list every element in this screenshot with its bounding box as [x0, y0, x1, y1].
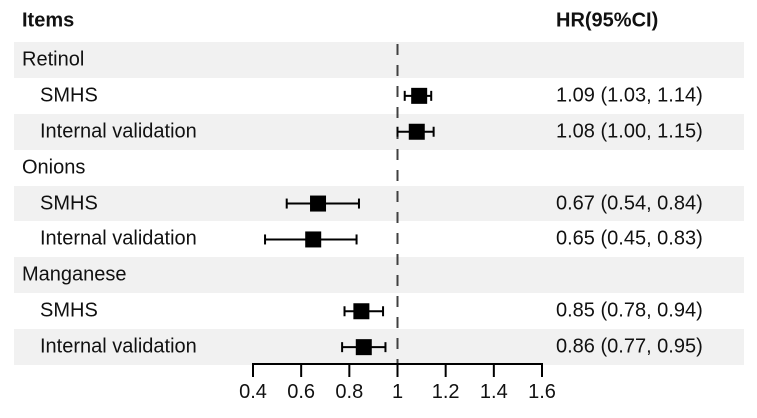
- forest-row-group: Retinol: [14, 42, 744, 78]
- row-label: Manganese: [22, 263, 127, 286]
- hr-ci-value: 1.08 (1.00, 1.15): [556, 120, 703, 143]
- x-axis-tick-label: 1: [392, 381, 403, 403]
- row-label: SMHS: [40, 84, 98, 107]
- forest-row-entry: Internal validation 1.08 (1.00, 1.15): [14, 113, 744, 150]
- hr-ci-value: 0.65 (0.45, 0.83): [556, 227, 703, 250]
- row-label: Internal validation: [40, 120, 197, 143]
- x-axis-tick-label: 0.8: [335, 381, 363, 403]
- row-label: SMHS: [40, 192, 98, 215]
- x-axis-tick-label: 1.2: [432, 381, 460, 403]
- x-axis-tick-label: 1.4: [480, 381, 508, 403]
- forest-row-group: Manganese: [14, 257, 744, 294]
- forest-row-entry: SMHS 1.09 (1.03, 1.14): [14, 78, 744, 114]
- hr-ci-value: 1.09 (1.03, 1.14): [556, 84, 703, 107]
- forest-row-group: Onions: [14, 150, 744, 186]
- row-label: SMHS: [40, 299, 98, 322]
- x-axis-tick-label: 1.6: [528, 381, 556, 403]
- forest-row-entry: Internal validation 0.86 (0.77, 0.95): [14, 329, 744, 366]
- x-axis-tick-label: 0.4: [239, 381, 267, 403]
- hr-ci-value: 0.85 (0.78, 0.94): [556, 299, 703, 322]
- row-label: Onions: [22, 156, 86, 179]
- forest-row-entry: SMHS 0.67 (0.54, 0.84): [14, 185, 744, 222]
- hr-ci-value: 0.86 (0.77, 0.95): [556, 335, 703, 358]
- forest-row-entry: SMHS 0.85 (0.78, 0.94): [14, 293, 744, 329]
- row-label: Retinol: [22, 48, 85, 71]
- forest-row-entry: Internal validation 0.65 (0.45, 0.83): [14, 222, 744, 258]
- hr-ci-value: 0.67 (0.54, 0.84): [556, 192, 703, 215]
- column-header-row: Items HR(95%CI): [14, 0, 744, 42]
- x-axis-tick-label: 0.6: [287, 381, 315, 403]
- hr-ci-column-header: HR(95%CI): [556, 9, 659, 32]
- row-label: Internal validation: [40, 227, 197, 250]
- items-column-header: Items: [22, 9, 75, 32]
- row-label: Internal validation: [40, 335, 197, 358]
